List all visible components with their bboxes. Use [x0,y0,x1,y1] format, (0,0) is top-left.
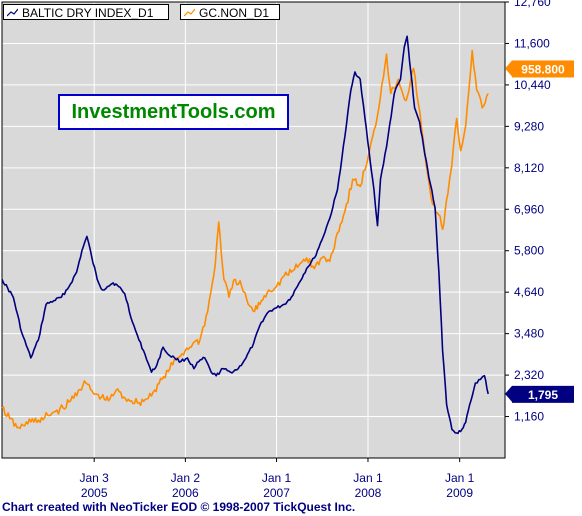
legend-bdi-swatch [7,8,18,17]
x-tick-label-year: 2006 [172,486,199,500]
legend-bdi: BALTIC DRY INDEX_D1 [3,4,169,20]
last-value-tag-gc-arrow [505,60,512,77]
x-tick-label-year: 2009 [446,486,473,500]
x-tick-label-month: Jan 1 [445,471,475,485]
legend-gc-label: GC.NON_D1 [199,6,270,20]
y-tick-label: 12,760 [514,0,551,9]
y-tick-label: 11,600 [514,36,550,50]
last-value-tag-gc-text: 958.800 [521,62,565,76]
y-tick-label: 4,640 [514,285,544,299]
y-tick-label: 8,120 [514,161,544,175]
x-tick-label-month: Jan 3 [80,471,110,485]
last-value-tag-bdi-box [512,385,574,403]
footer-credit: Chart created with NeoTicker EOD © 1998-… [2,500,356,514]
y-tick-label: 1,160 [514,410,544,424]
y-tick-label: 6,960 [514,202,544,216]
x-tick-label-year: 2007 [263,486,290,500]
brand-logo: InvestmentTools.com [58,94,289,130]
plot-area [2,2,505,458]
last-value-tag-bdi-arrow [505,385,512,402]
plot-border [1,1,506,459]
y-tick-label: 5,800 [514,244,544,258]
last-value-tag-gc-box [512,60,574,78]
x-tick-label-month: Jan 1 [262,471,292,485]
legend-gc-swatch [184,8,195,17]
legend-bdi-label: BALTIC DRY INDEX_D1 [22,6,154,20]
x-tick-label-year: 2008 [355,486,382,500]
x-tick-label-month: Jan 2 [171,471,201,485]
y-tick-label: 9,280 [514,119,544,133]
y-tick-label: 10,440 [514,78,551,92]
series-line-gc [1,49,489,430]
last-value-tag-bdi-text: 1,795 [528,388,558,402]
y-tick-label: 3,480 [514,327,544,341]
x-tick-label-year: 2005 [81,486,108,500]
x-tick-label-month: Jan 1 [353,471,383,485]
series-line-bdi [1,35,489,435]
y-tick-label: 2,320 [514,368,544,382]
legend-gc: GC.NON_D1 [180,4,280,20]
